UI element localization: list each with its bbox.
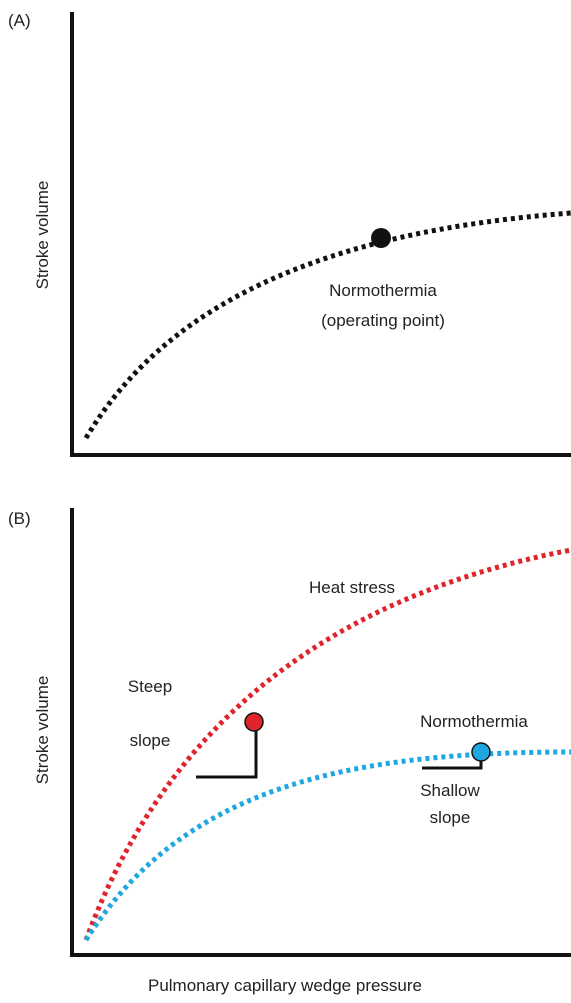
heat-stress-point (244, 712, 264, 732)
annotation: slope (130, 731, 171, 750)
annotation: Heat stress (309, 578, 395, 597)
normothermia-curve (83, 749, 571, 942)
annotation: Shallow (420, 781, 480, 800)
steep-slope-bracket (196, 722, 258, 779)
heat-stress-curve (83, 547, 571, 941)
panel-label: (B) (8, 509, 31, 528)
y-axis-label: Stroke volume (33, 181, 52, 290)
annotation: (operating point) (321, 311, 445, 330)
operating-point (371, 228, 391, 248)
normothermia-point (471, 742, 491, 762)
x-axis-label: Pulmonary capillary wedge pressure (148, 976, 422, 995)
annotation: Normothermia (329, 281, 437, 300)
curve (83, 210, 571, 440)
annotation: Normothermia (420, 712, 528, 731)
panel-label: (A) (8, 11, 31, 30)
y-axis-label: Stroke volume (33, 676, 52, 785)
annotation: Steep (128, 677, 172, 696)
annotation: slope (430, 808, 471, 827)
